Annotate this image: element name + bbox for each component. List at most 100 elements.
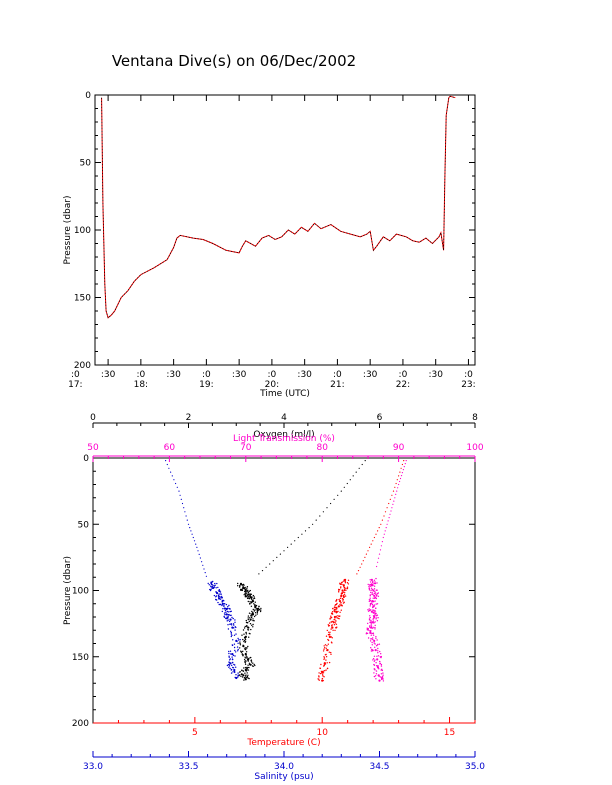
profile-cluster-dot — [232, 639, 234, 641]
descent-point — [395, 493, 397, 495]
descent-point — [387, 520, 389, 522]
light-transmission-point — [374, 649, 377, 652]
profile-cluster-dot — [213, 586, 216, 588]
oxygen-point — [249, 663, 252, 666]
profile-cluster-dot — [378, 643, 381, 645]
profile-cluster-dot — [376, 644, 379, 646]
profile-cluster-dot — [243, 667, 245, 669]
profile-cluster-dot — [375, 617, 377, 619]
profile-cluster-dot — [231, 634, 233, 636]
profile-cluster-dot — [227, 617, 229, 619]
profile-cluster-dot — [370, 638, 372, 640]
descent-point — [391, 494, 393, 496]
profile-cluster-dot — [250, 661, 253, 663]
descent-point — [392, 490, 395, 492]
profile-cluster-dot — [377, 655, 380, 657]
profile-cluster-dot — [221, 601, 223, 603]
profile-cluster-dot — [374, 581, 376, 583]
descent-point — [378, 553, 381, 555]
oxygen-tick-label: 2 — [186, 413, 192, 423]
profile-cluster-dot — [235, 666, 237, 668]
descent-point — [349, 479, 351, 481]
profile-cluster-dot — [374, 614, 376, 617]
profile-cluster-dot — [334, 604, 337, 606]
profile-cluster-dot — [240, 651, 243, 653]
profile-cluster-dot — [245, 666, 247, 669]
profile-cluster-dot — [258, 605, 260, 608]
profile-cluster-dot — [382, 674, 384, 676]
profile-cluster-dot — [223, 600, 225, 602]
profile-cluster-dot — [368, 599, 371, 601]
profile-cluster-dot — [343, 580, 345, 582]
profile-cluster-dot — [228, 656, 230, 658]
oxygen-point — [242, 645, 245, 648]
profile-cluster-dot — [219, 595, 221, 598]
salinity-tick-label: 35.0 — [465, 762, 485, 772]
profile-cluster-dot — [376, 655, 378, 657]
descent-point — [364, 460, 366, 462]
descent-point — [356, 573, 358, 575]
descent-point — [400, 467, 402, 469]
profile-cluster-dot — [255, 614, 257, 616]
profile-cluster-dot — [338, 589, 341, 591]
salinity-point — [225, 613, 228, 616]
profile-cluster-dot — [237, 674, 240, 677]
descent-point — [389, 513, 391, 515]
profile-cluster-dot — [372, 606, 374, 608]
profile-cluster-dot — [251, 610, 253, 613]
descent-point — [361, 463, 363, 466]
profile-cluster-dot — [247, 674, 249, 676]
profile-cluster-dot — [250, 598, 253, 600]
x-tick-label: :0 — [136, 370, 145, 380]
profile-cluster-dot — [245, 651, 248, 653]
profile-cluster-dot — [252, 598, 255, 600]
profile-cluster-dot — [379, 656, 381, 658]
profile-cluster-dot — [374, 591, 376, 593]
profile-cluster-dot — [238, 586, 241, 588]
profile-cluster-dot — [325, 669, 327, 671]
profile-cluster-dot — [322, 675, 324, 677]
descent-point — [394, 497, 396, 499]
profile-cluster-dot — [221, 600, 223, 602]
descent-point — [330, 502, 332, 505]
profile-cluster-dot — [254, 664, 256, 667]
descent-point — [312, 523, 314, 525]
profile-cluster-dot — [369, 621, 371, 624]
descent-point — [377, 557, 380, 559]
profile-cluster-dot — [230, 630, 232, 632]
descent-point — [376, 565, 378, 568]
descent-point — [195, 543, 197, 545]
plot-frame — [94, 94, 476, 366]
profile-cluster-dot — [231, 656, 233, 658]
profile-cluster-dot — [250, 659, 253, 661]
profile-cluster-dot — [223, 616, 226, 618]
profile-cluster-dot — [232, 654, 235, 657]
profile-cluster-dot — [319, 667, 321, 669]
profile-cluster-dot — [382, 672, 384, 674]
profile-cluster-dot — [371, 592, 373, 594]
oxygen-tick-label: 8 — [472, 413, 478, 423]
profile-cluster-dot — [329, 617, 331, 620]
x-tick-label: :0 — [464, 370, 473, 380]
light-tick-label: 100 — [466, 443, 483, 453]
light-transmission-point — [376, 658, 379, 661]
profile-cluster-dot — [210, 585, 212, 587]
profile-cluster-dot — [369, 609, 371, 612]
descent-point — [176, 486, 178, 488]
x-tick-label: 19: — [199, 380, 213, 390]
profile-cluster-dot — [330, 653, 332, 655]
x-tick-label: 23: — [461, 380, 475, 390]
profile-cluster-dot — [372, 658, 375, 660]
profile-cluster-dot — [209, 588, 211, 591]
profile-cluster-dot — [340, 609, 342, 611]
profile-cluster-dot — [375, 613, 377, 615]
profile-cluster-dot — [380, 653, 382, 655]
descent-point — [272, 560, 274, 562]
profile-cluster-dot — [260, 607, 262, 610]
x-tick-label: 18: — [134, 380, 148, 390]
descent-point — [372, 540, 374, 542]
profile-cluster-dot — [342, 600, 344, 602]
descent-point — [389, 498, 391, 500]
profile-cluster-dot — [369, 579, 371, 581]
profile-cluster-dot — [341, 592, 344, 595]
